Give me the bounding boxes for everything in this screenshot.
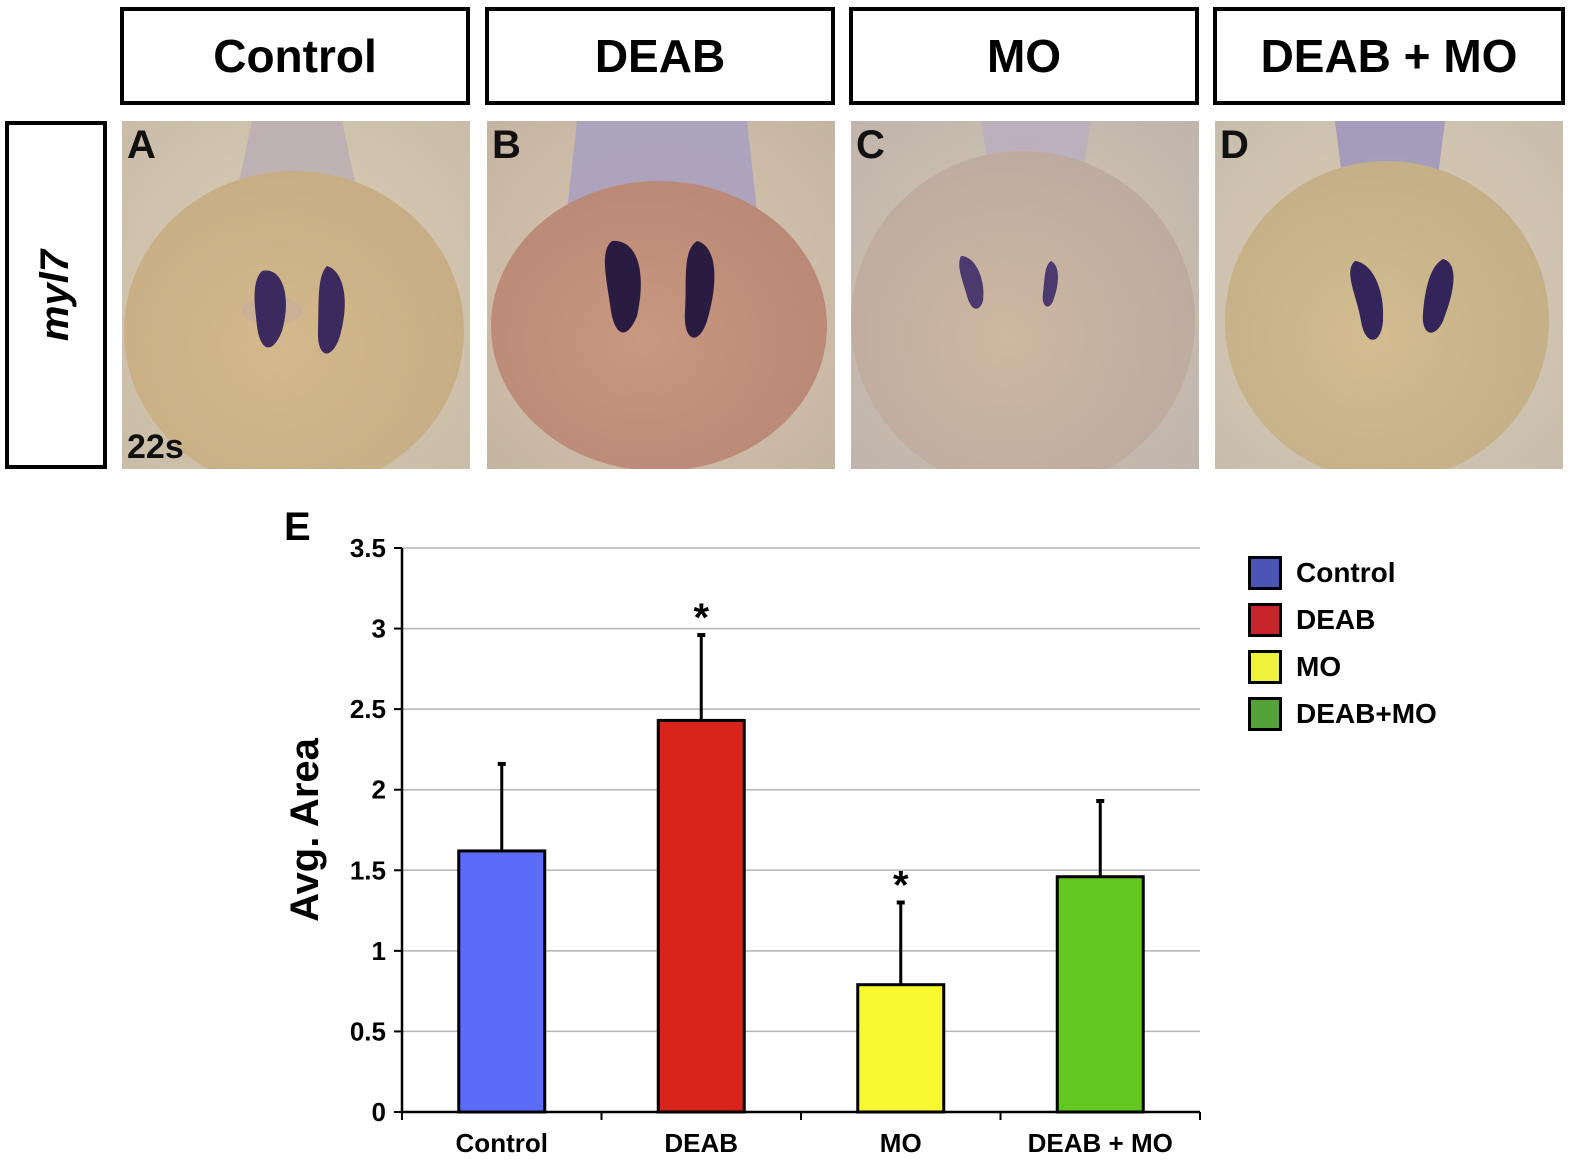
column-header-mo: MO: [849, 7, 1199, 105]
x-tick-label: DEAB + MO: [1028, 1128, 1173, 1158]
y-tick-label: 0: [372, 1097, 386, 1127]
micrograph-panel-c: C: [851, 121, 1199, 469]
error-bar-cap: [697, 633, 706, 638]
embryo-image-control: [122, 121, 470, 469]
x-tick-label: DEAB: [664, 1128, 738, 1158]
legend-item-deab: DEAB: [1248, 602, 1437, 638]
column-header-deab-mo: DEAB + MO: [1213, 7, 1565, 105]
legend-label: Control: [1296, 557, 1396, 588]
y-tick-label: 3: [372, 614, 386, 644]
bar-deab: [656, 718, 746, 1114]
error-bar-cap: [896, 900, 905, 905]
gene-label: myl7: [33, 249, 78, 341]
stage-label: 22s: [127, 428, 184, 466]
y-tick-label: 0.5: [350, 1016, 386, 1046]
column-header-control: Control: [120, 7, 470, 105]
legend-swatch: [1248, 650, 1282, 684]
y-tick-label: 1: [372, 936, 386, 966]
legend-label: DEAB: [1296, 604, 1376, 635]
x-tick-label: Control: [456, 1128, 548, 1158]
embryo-image-deab: [487, 121, 835, 469]
bar-mo: [856, 983, 946, 1114]
bar-control: [457, 849, 547, 1114]
panel-letter: D: [1220, 123, 1249, 167]
bar-deab-mo: [1055, 875, 1145, 1114]
y-tick-label: 2.5: [350, 694, 386, 724]
column-header-label: DEAB: [594, 30, 726, 82]
chart-legend: Control DEAB MO DEAB+MO: [1248, 555, 1437, 743]
significance-asterisk: *: [693, 596, 709, 640]
bar-chart: E Avg. Area 0 0.5 1 1.5 2 2.5 3 3.5 * * Control D…: [283, 505, 1201, 1158]
legend-item-control: Control: [1248, 555, 1437, 591]
row-label-box: myl7: [5, 121, 107, 469]
y-tick-label: 2: [372, 775, 386, 805]
chart-panel-letter: E: [284, 505, 311, 549]
legend-item-mo: MO: [1248, 649, 1437, 685]
legend-swatch: [1248, 556, 1282, 590]
legend-label: DEAB+MO: [1296, 698, 1437, 729]
x-tick-label: MO: [880, 1128, 922, 1158]
significance-asterisk: *: [893, 864, 909, 908]
panel-letter: C: [856, 123, 885, 167]
y-tick-label: 3.5: [350, 533, 386, 563]
legend-swatch: [1248, 697, 1282, 731]
panel-letter: B: [492, 123, 521, 167]
legend-item-deab-mo: DEAB+MO: [1248, 696, 1437, 732]
micrograph-panel-a: A 22s: [122, 121, 470, 469]
panel-letter: A: [127, 123, 156, 167]
micrograph-panel-d: D: [1215, 121, 1563, 469]
error-bar-cap: [497, 761, 506, 766]
column-header-label: Control: [213, 30, 377, 82]
legend-label: MO: [1296, 651, 1342, 682]
y-tick-label: 1.5: [350, 855, 386, 885]
y-axis-label: Avg. Area: [283, 737, 327, 922]
legend-swatch: [1248, 603, 1282, 637]
error-bar-cap: [1096, 798, 1105, 803]
column-header-label: MO: [986, 30, 1062, 82]
embryo-image-mo: [851, 121, 1199, 469]
column-header-deab: DEAB: [485, 7, 835, 105]
embryo-image-deab-mo: [1215, 121, 1563, 469]
column-header-label: DEAB + MO: [1260, 30, 1518, 82]
micrograph-panel-b: B: [487, 121, 835, 469]
